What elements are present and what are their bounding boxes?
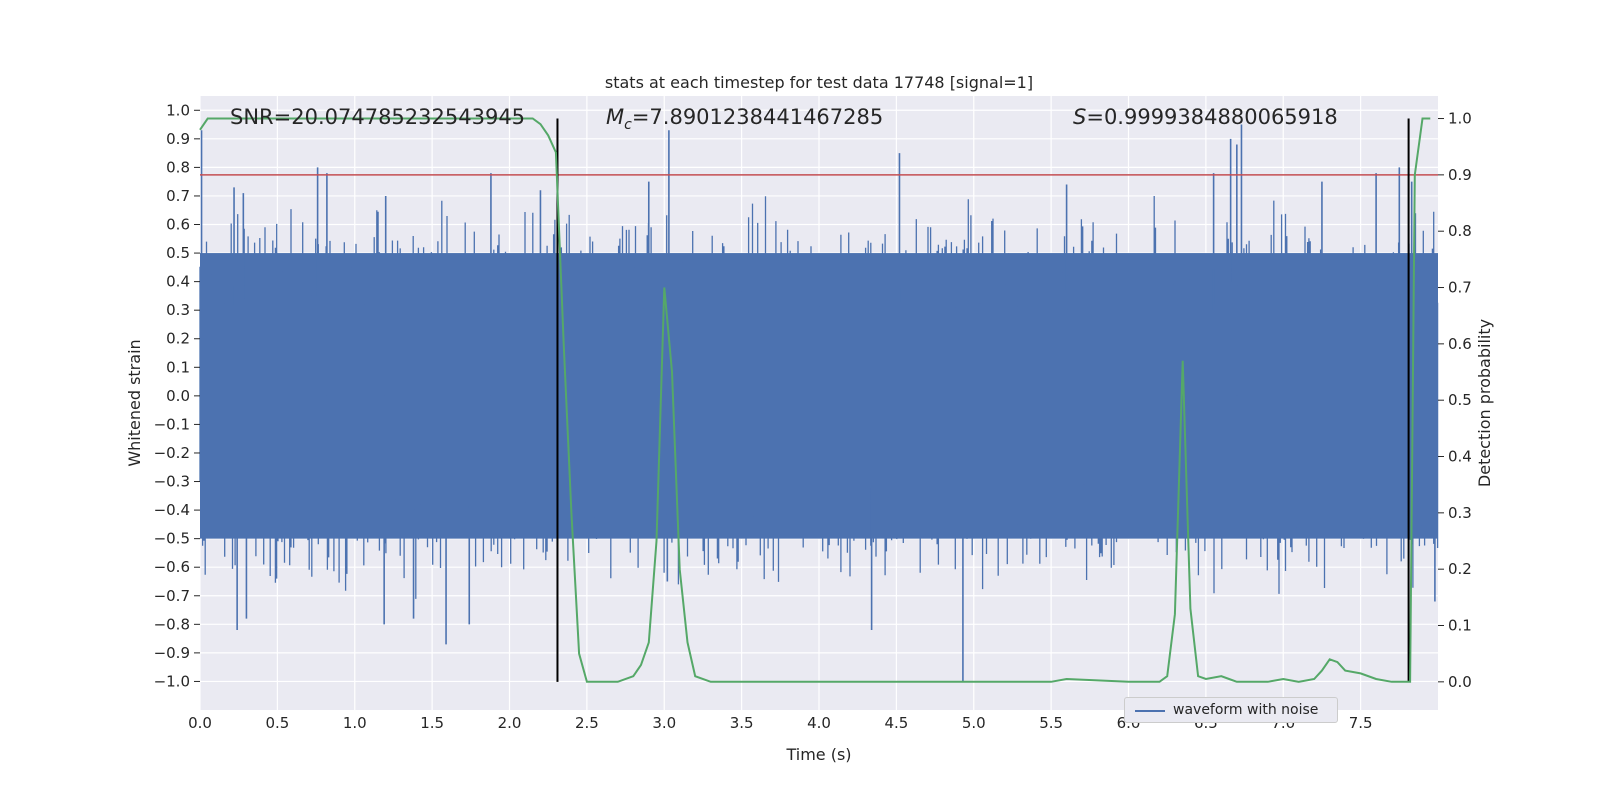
waveform-series bbox=[199, 124, 1439, 682]
waveform-trace bbox=[199, 196, 1439, 599]
y2-tick-label: 0.0 bbox=[1448, 673, 1472, 691]
y-tick-label: −0.3 bbox=[154, 473, 190, 491]
chart-title: stats at each timestep for test data 177… bbox=[605, 73, 1033, 92]
x-tick-label: 4.5 bbox=[884, 714, 908, 732]
y2-tick-label: 0.7 bbox=[1448, 279, 1472, 297]
x-tick-label: 1.5 bbox=[420, 714, 444, 732]
legend-swatch bbox=[1135, 710, 1165, 712]
chirp-mass-subscript: c bbox=[624, 117, 632, 133]
y2-tick-label: 0.1 bbox=[1448, 617, 1472, 635]
y-tick-label: −0.1 bbox=[154, 415, 190, 433]
y-tick-label: −1.0 bbox=[154, 672, 190, 690]
x-tick-label: 2.0 bbox=[498, 714, 522, 732]
chirp-mass-annotation: Mc=7.8901238441467285 bbox=[606, 105, 883, 133]
s-value: =0.9999384880065918 bbox=[1086, 105, 1337, 129]
y-tick-label: 0.3 bbox=[166, 301, 190, 319]
y-tick-label: −0.9 bbox=[154, 644, 190, 662]
y-tick-label: 0.5 bbox=[166, 244, 190, 262]
y2-tick-label: 0.8 bbox=[1448, 222, 1472, 240]
y-tick-label: −0.6 bbox=[154, 558, 190, 576]
x-axis-ticks: 0.0 0.5 1.0 1.5 2.0 2.5 3.0 3.5 4.0 4.5 5.0 5.5 6.0 6… bbox=[188, 714, 1372, 732]
y-tick-label: 0.9 bbox=[166, 130, 190, 148]
x-tick-label: 5.5 bbox=[1039, 714, 1063, 732]
probability-line bbox=[199, 117, 1431, 683]
y-tick-label: −0.5 bbox=[154, 530, 190, 548]
legend: waveform with noise bbox=[1124, 697, 1338, 723]
y-axis-ticks: 1.0 0.9 0.8 0.7 0.6 0.5 0.4 0.3 0.2 0.1 0.0 −0.1 −0.… bbox=[154, 101, 200, 690]
x-tick-label: 2.5 bbox=[575, 714, 599, 732]
y2-tick-label: 0.9 bbox=[1448, 166, 1472, 184]
y2-tick-label: 0.6 bbox=[1448, 335, 1472, 353]
y-tick-label: 0.4 bbox=[166, 273, 190, 291]
y-tick-label: −0.2 bbox=[154, 444, 190, 462]
x-axis-label: Time (s) bbox=[785, 745, 851, 764]
x-tick-label: 7.5 bbox=[1349, 714, 1373, 732]
s-symbol: S bbox=[1073, 105, 1086, 129]
x-tick-label: 0.0 bbox=[188, 714, 212, 732]
y-tick-label: −0.7 bbox=[154, 587, 190, 605]
s-annotation: S=0.9999384880065918 bbox=[1073, 105, 1338, 129]
y-tick-label: −0.4 bbox=[154, 501, 190, 519]
y2-tick-label: 0.3 bbox=[1448, 504, 1472, 522]
y-tick-label: 0.1 bbox=[166, 358, 190, 376]
x-tick-label: 4.0 bbox=[807, 714, 831, 732]
x-tick-label: 3.0 bbox=[652, 714, 676, 732]
y-tick-label: 0.7 bbox=[166, 187, 190, 205]
y2-tick-label: 0.5 bbox=[1448, 391, 1472, 409]
x-tick-label: 0.5 bbox=[265, 714, 289, 732]
y-tick-label: 0.6 bbox=[166, 216, 190, 234]
x-tick-label: 5.0 bbox=[962, 714, 986, 732]
y2-tick-label: 1.0 bbox=[1448, 110, 1472, 128]
y-tick-label: 0.0 bbox=[166, 387, 190, 405]
y-axis-label: Whitened strain bbox=[125, 339, 144, 466]
chirp-mass-value: =7.8901238441467285 bbox=[632, 105, 883, 129]
y-tick-label: 0.2 bbox=[166, 330, 190, 348]
y2-tick-label: 0.4 bbox=[1448, 448, 1472, 466]
y2-axis-ticks: 1.0 0.9 0.8 0.7 0.6 0.5 0.4 0.3 0.2 0.1 0.0 bbox=[1438, 110, 1472, 691]
probability-series bbox=[199, 117, 1431, 683]
y2-axis-label: Detection probability bbox=[1475, 319, 1494, 487]
y-tick-label: 1.0 bbox=[166, 101, 190, 119]
y-tick-label: −0.8 bbox=[154, 615, 190, 633]
y2-tick-label: 0.2 bbox=[1448, 560, 1472, 578]
legend-label: waveform with noise bbox=[1173, 702, 1319, 718]
x-tick-label: 3.5 bbox=[730, 714, 754, 732]
x-tick-label: 1.0 bbox=[343, 714, 367, 732]
y-tick-label: 0.8 bbox=[166, 158, 190, 176]
chirp-mass-symbol: M bbox=[606, 105, 624, 129]
snr-annotation: SNR=20.074785232543945 bbox=[230, 105, 525, 129]
